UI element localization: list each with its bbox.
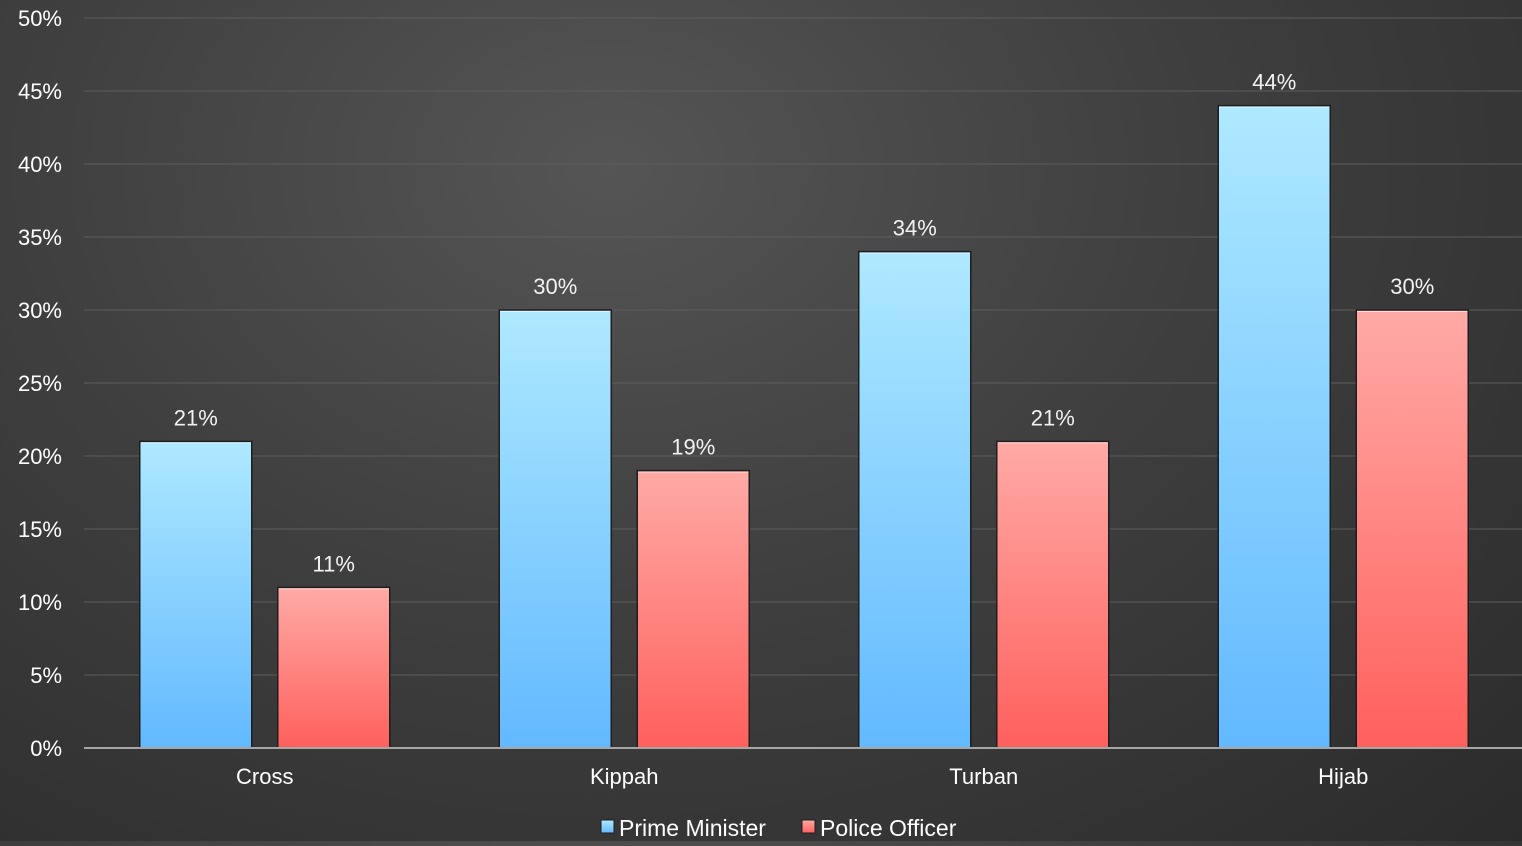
data-labels: 21% 11% 30% 19% 34% 21% 44% 30% xyxy=(174,70,1435,577)
bars xyxy=(139,104,1469,749)
data-label: 21% xyxy=(1031,405,1075,430)
bar-prime-minister xyxy=(139,440,253,749)
bar-police-officer xyxy=(996,440,1110,749)
y-tick-label: 45% xyxy=(18,79,62,104)
y-tick-label: 20% xyxy=(18,444,62,469)
data-label: 30% xyxy=(1390,274,1434,299)
bar-police-officer xyxy=(636,469,750,749)
bar-police-officer xyxy=(277,586,391,749)
bar-prime-minister xyxy=(498,309,612,749)
x-tick-label: Hijab xyxy=(1318,764,1368,789)
x-tick-label: Cross xyxy=(236,764,293,789)
y-tick-label: 25% xyxy=(18,371,62,396)
legend-swatch xyxy=(801,819,816,834)
y-tick-label: 40% xyxy=(18,152,62,177)
y-tick-label: 0% xyxy=(30,736,62,761)
data-label: 44% xyxy=(1252,70,1296,95)
y-tick-label: 10% xyxy=(18,590,62,615)
legend-swatch xyxy=(600,819,615,834)
y-axis: 0% 5% 10% 15% 20% 25% 30% 35% 40% 45% 50% xyxy=(18,6,62,761)
x-axis: Cross Kippah Turban Hijab xyxy=(84,747,1522,789)
data-label: 30% xyxy=(533,274,577,299)
data-label: 19% xyxy=(671,435,715,460)
bar-prime-minister xyxy=(1217,104,1331,749)
data-label: 34% xyxy=(893,216,937,241)
y-tick-label: 50% xyxy=(18,6,62,31)
legend-label: Prime Minister xyxy=(619,815,766,841)
bar-police-officer xyxy=(1355,309,1469,749)
x-tick-label: Turban xyxy=(949,764,1018,789)
y-tick-label: 35% xyxy=(18,225,62,250)
legend-label: Police Officer xyxy=(820,815,957,841)
y-tick-label: 30% xyxy=(18,298,62,323)
y-tick-label: 5% xyxy=(30,663,62,688)
data-label: 11% xyxy=(313,551,355,576)
bar-prime-minister xyxy=(858,250,972,749)
legend: Prime Minister Police Officer xyxy=(600,815,957,841)
y-tick-label: 15% xyxy=(18,517,62,542)
data-label: 21% xyxy=(174,405,218,430)
x-tick-label: Kippah xyxy=(590,764,659,789)
